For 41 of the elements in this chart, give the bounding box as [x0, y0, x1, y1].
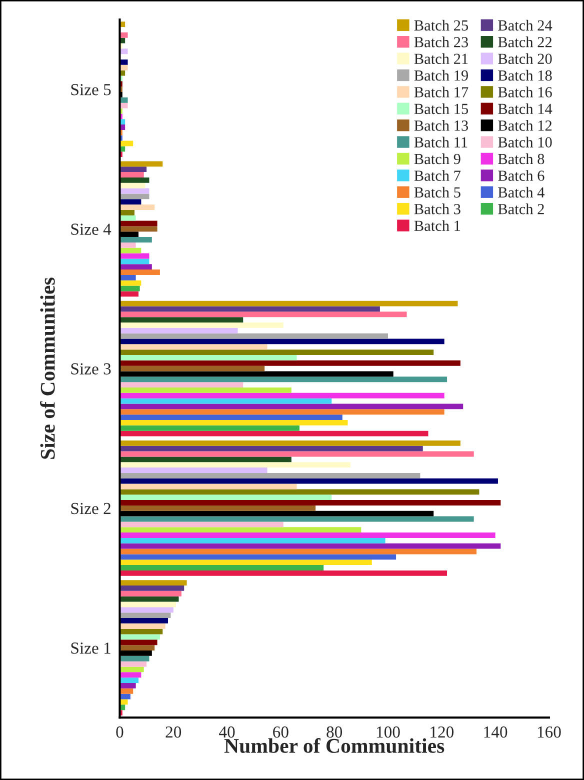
legend-label: Batch 6	[498, 170, 544, 181]
x-tick-label: 40	[219, 726, 235, 738]
legend-label: Batch 17	[414, 86, 468, 98]
y-tick-label: Size 4	[71, 224, 112, 235]
legend-label: Batch 9	[414, 153, 460, 164]
legend-label: Batch 12	[498, 120, 552, 131]
legend-label: Batch 11	[414, 136, 468, 148]
legend-label: Batch 7	[414, 170, 461, 181]
legend-label: Batch 2	[498, 204, 544, 214]
x-tick-label: 120	[430, 726, 454, 738]
legend-label: Batch 25	[414, 20, 468, 31]
legend-label: Batch 22	[498, 36, 552, 48]
x-tick-label: 0	[116, 726, 124, 738]
x-tick-label: 80	[326, 726, 342, 738]
y-tick-label: Size 3	[71, 363, 111, 374]
legend-label: Batch 3	[414, 204, 460, 214]
x-tick-label: 100	[376, 726, 400, 738]
legend-label: Batch 18	[498, 70, 552, 81]
y-tick-label: Size 1	[71, 642, 110, 654]
y-axis-title: Size of Communities	[40, 278, 55, 459]
legend-label: Batch 8	[498, 153, 544, 164]
legend-label: Batch 20	[498, 53, 552, 64]
x-tick-label: 140	[484, 726, 508, 738]
x-tick-label: 60	[273, 726, 288, 738]
legend-label: Batch 19	[414, 70, 468, 81]
y-tick-label: Size 2	[71, 502, 110, 514]
legend-label: Batch 10	[498, 136, 552, 148]
legend-label: Batch 23	[414, 36, 468, 48]
legend-label: Batch 1	[414, 220, 460, 231]
y-tick-label: Size 5	[71, 84, 111, 96]
legend-label: Batch 16	[498, 86, 552, 98]
legend-label: Batch 4	[498, 186, 544, 198]
x-tick-label: 160	[538, 726, 561, 738]
x-tick-label: 20	[166, 726, 182, 738]
legend-label: Batch 13	[414, 120, 468, 131]
legend-label: Batch 24	[498, 20, 552, 31]
legend-label: Batch 5	[414, 186, 460, 198]
x-axis-title: Number of Communities	[224, 738, 444, 753]
legend-label: Batch 15	[414, 103, 468, 114]
legend-label: Batch 14	[498, 103, 552, 114]
legend-label: Batch 21	[414, 53, 468, 64]
